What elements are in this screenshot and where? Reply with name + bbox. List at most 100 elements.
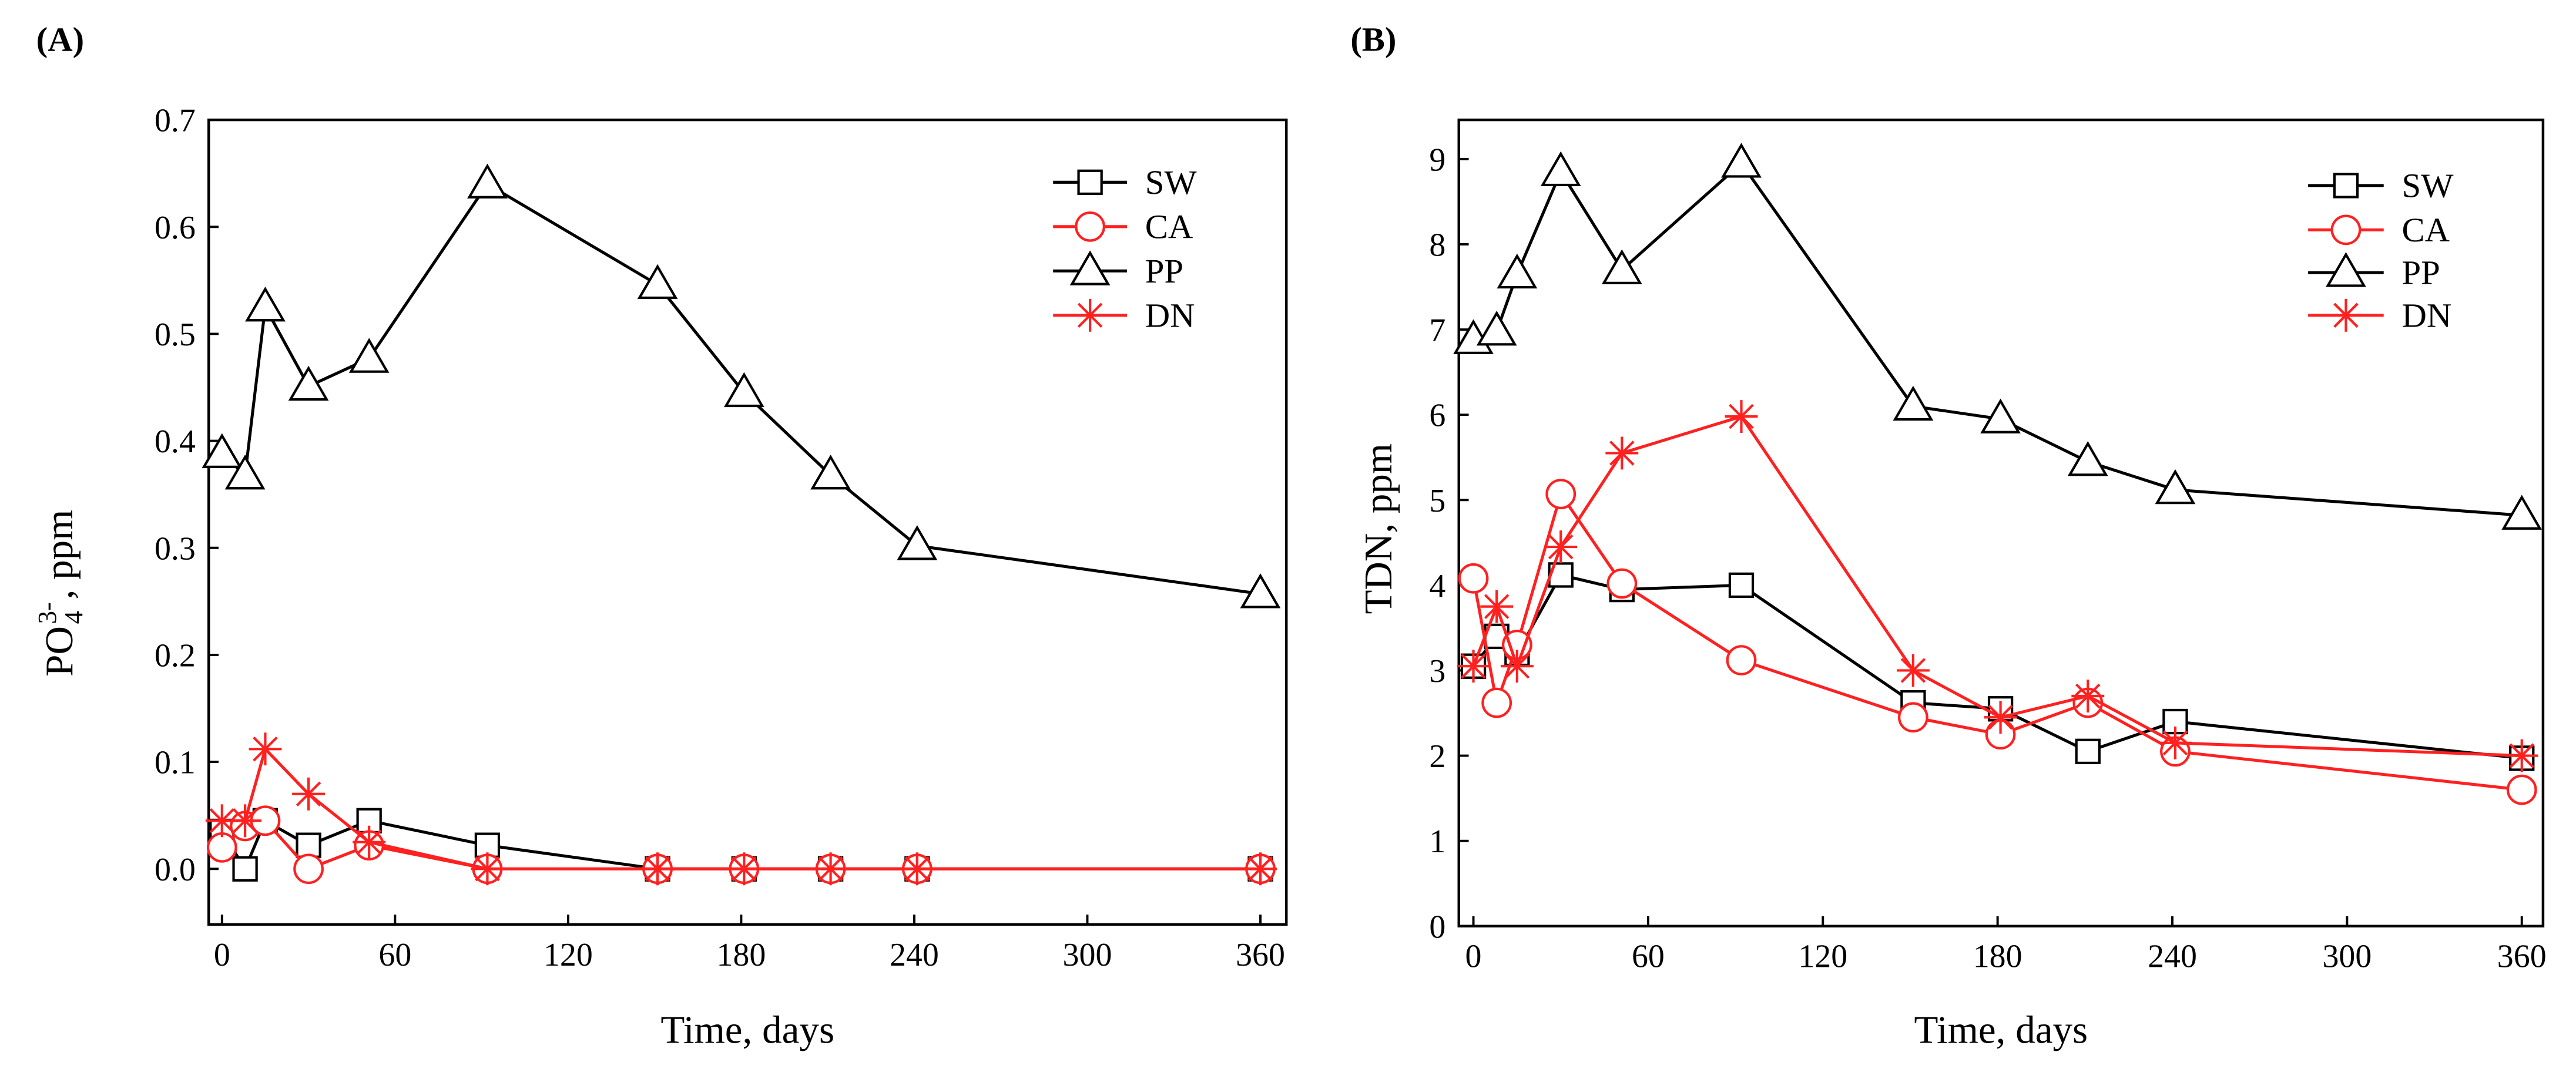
x-axis-label-a: Time, days <box>660 1007 834 1051</box>
y-tick-label: 0.3 <box>155 530 196 567</box>
series-pp <box>1453 143 2543 530</box>
legend-marker-sw <box>1077 169 1103 195</box>
point-dn <box>1480 590 1514 623</box>
legend-label-pp: PP <box>1145 252 1183 290</box>
legend-item-pp: PP <box>2308 252 2440 292</box>
point-pp <box>2067 441 2108 476</box>
point-dn <box>1544 530 1578 564</box>
series-dn <box>1457 400 2538 772</box>
legend-label-dn: DN <box>2401 296 2451 334</box>
x-tick-label: 180 <box>716 937 766 973</box>
y-tick-label: 0.1 <box>155 745 196 781</box>
y-tick-label: 0.6 <box>155 210 196 246</box>
x-tick-label: 120 <box>1798 939 1847 975</box>
point-pp <box>202 433 243 468</box>
y-tick-label: 8 <box>1429 227 1445 264</box>
point-pp <box>1497 253 1538 289</box>
panel-b: (B) 0 60 120 180 240 300 360 0 1 2 3 4 5 6 7 8 9 Time, d… <box>1350 21 2546 1052</box>
legend-item-pp: PP <box>1053 250 1183 290</box>
x-tick-label: 180 <box>1973 939 2022 975</box>
legend-label-sw: SW <box>1145 163 1198 201</box>
y-tick-label: 0.2 <box>155 637 196 674</box>
y-axis-label-b: TDN, ppm <box>1356 443 1400 614</box>
y-tick-label: 0.4 <box>155 423 196 460</box>
series-pp <box>202 163 1281 609</box>
point-pp <box>1601 249 1642 284</box>
plot-area-a: 0 60 120 180 240 300 360 0.0 0.1 0.2 0.3 0.4 0.5 0.6 0… <box>155 103 1288 973</box>
legend-marker-ca <box>2330 214 2362 246</box>
plot-frame <box>207 118 1288 926</box>
y-tick-label: 9 <box>1429 142 1445 178</box>
point-ca <box>1481 687 1512 718</box>
legend-label-sw: SW <box>2401 166 2454 204</box>
x-tick-label: 60 <box>378 937 411 973</box>
y-tick-label: 0 <box>1429 909 1445 945</box>
legend-label-ca: CA <box>1145 207 1193 246</box>
point-pp <box>2501 495 2543 530</box>
y-tick-label: 6 <box>1429 398 1445 434</box>
x-tick-label: 60 <box>1632 939 1665 975</box>
point-dn <box>727 852 761 886</box>
y-axis-label-main: PO <box>37 626 81 677</box>
plot-frame <box>1457 118 2545 928</box>
point-ca <box>1545 479 1577 509</box>
x-tick-label: 300 <box>2322 939 2372 975</box>
y-tick-label: 5 <box>1429 483 1445 519</box>
y-tick-label: 0.0 <box>155 852 196 888</box>
y-tick-label: 1 <box>1429 823 1445 860</box>
y-tick-label: 0.5 <box>155 317 196 353</box>
series-ca <box>1458 479 2537 805</box>
legend-marker-pp <box>1069 250 1111 285</box>
y-tick-label: 7 <box>1429 312 1445 349</box>
point-dn <box>471 852 504 886</box>
point-sw <box>296 832 321 858</box>
point-dn <box>1605 436 1639 470</box>
point-dn <box>814 852 847 886</box>
point-sw <box>232 856 258 882</box>
x-tick-label: 360 <box>2497 939 2547 975</box>
legend-item-dn: DN <box>1053 296 1195 334</box>
x-tick-label: 240 <box>890 937 939 973</box>
y-axis-label-text: TDN, ppm <box>1356 443 1400 614</box>
point-ca <box>1458 563 1489 594</box>
x-tick-label: 240 <box>2148 939 2197 975</box>
legend-item-ca: CA <box>1053 207 1193 246</box>
legend-item-sw: SW <box>2308 166 2454 204</box>
legend-label-ca: CA <box>2401 211 2450 249</box>
point-pp <box>2155 469 2196 505</box>
point-dn <box>1984 701 2017 734</box>
y-axis-label-unit: , ppm <box>37 510 81 600</box>
point-pp <box>810 454 851 490</box>
panel-label-a: (A) <box>36 21 84 59</box>
point-pp <box>245 286 286 322</box>
point-ca <box>1898 702 1928 733</box>
y-tick-label: 0.7 <box>155 103 196 139</box>
point-sw <box>2075 738 2101 764</box>
x-tick-label: 0 <box>1465 939 1482 975</box>
point-ca <box>1726 645 1757 675</box>
x-tick-label: 0 <box>214 937 230 973</box>
point-dn <box>1725 400 1758 433</box>
point-ca <box>293 853 324 885</box>
legend-marker-dn <box>2329 298 2363 332</box>
y-axis-label-subscript: 4 <box>59 611 88 624</box>
point-pp <box>1721 143 1762 178</box>
point-pp <box>637 264 678 300</box>
point-dn <box>205 804 239 838</box>
panel-a: (A) 0 60 120 180 240 300 360 0.0 0.1 0.2 0.3 0.4 0.5… <box>32 21 1288 1051</box>
point-ca <box>1606 568 1638 599</box>
legend-marker-pp <box>2326 252 2366 287</box>
point-dn <box>1500 650 1534 683</box>
y-axis-label-superscript: 3- <box>32 602 62 624</box>
point-dn <box>641 852 675 886</box>
point-pp <box>1540 151 1581 187</box>
point-pp <box>723 372 764 408</box>
legend-b: SW CA PP DN <box>2308 166 2454 334</box>
y-tick-label: 4 <box>1429 568 1445 604</box>
legend-item-sw: SW <box>1053 163 1197 201</box>
point-dn <box>900 852 934 886</box>
point-pp <box>467 163 508 199</box>
point-pp <box>224 454 266 490</box>
point-pp <box>1240 573 1281 609</box>
legend-item-dn: DN <box>2308 296 2451 334</box>
